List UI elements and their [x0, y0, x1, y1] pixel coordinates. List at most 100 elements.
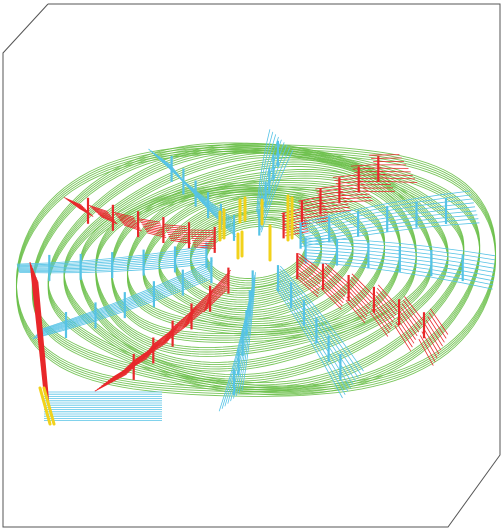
ladder-rung — [203, 198, 219, 210]
ladder-rung — [81, 267, 113, 271]
ladder-rung — [323, 316, 338, 336]
crossing-rung — [341, 193, 370, 197]
ladder-rung — [238, 373, 244, 394]
ladder-rung — [154, 281, 184, 295]
ladder-rung — [336, 254, 369, 259]
ladder-rung — [123, 297, 154, 309]
crossing-rung — [143, 227, 164, 233]
ladder-rung — [144, 266, 176, 271]
ladder-rung — [386, 213, 417, 219]
ladder-rung — [350, 352, 364, 372]
ladder-rung — [174, 250, 207, 256]
crossing-rung — [419, 335, 436, 362]
crossing-rung — [398, 314, 416, 340]
ladder-rung — [388, 220, 418, 226]
crossing-rung — [168, 235, 190, 240]
ladder-rung — [221, 389, 229, 409]
ladder-rung — [277, 277, 292, 295]
ladder-rung — [347, 355, 362, 375]
ladder-rung — [62, 321, 93, 331]
crossing-rung — [94, 210, 113, 219]
ladder-rung — [93, 309, 124, 321]
crossing-rung — [323, 275, 346, 297]
crossing-rung — [427, 316, 445, 343]
crossing-rung — [93, 209, 112, 217]
ladder-rung — [268, 131, 274, 146]
ladder-rung — [111, 254, 144, 259]
ladder-rung — [337, 248, 369, 252]
ladder-rung — [385, 205, 415, 212]
crossing-rung — [383, 177, 416, 180]
crossing-rung — [191, 238, 215, 240]
crossing-rung — [369, 154, 400, 156]
ladder-rung — [368, 240, 401, 244]
crossing-rung — [189, 231, 214, 234]
crossing-rung — [118, 218, 138, 225]
crossing-rung — [184, 302, 210, 325]
ladder-rung — [224, 386, 231, 407]
crossing-rung — [356, 174, 386, 176]
ladder-rung — [94, 308, 124, 319]
crossing-rung — [164, 226, 188, 230]
crossing-rung — [113, 211, 134, 218]
ring-strand — [15, 152, 497, 397]
ladder-rung — [16, 262, 49, 265]
ladder-rung — [155, 275, 185, 289]
crossing-rung — [94, 373, 127, 392]
crossing-rung — [296, 273, 319, 294]
ladder-rung — [368, 260, 400, 266]
crossing-rung — [425, 319, 443, 347]
ladder-rung — [175, 259, 207, 264]
crossing-rung — [193, 246, 216, 249]
ladder-rung — [300, 234, 330, 242]
ladder-rung — [235, 376, 241, 397]
ladder-rung — [143, 254, 175, 260]
ladder-rung — [337, 241, 369, 245]
crossing-rung — [320, 288, 342, 310]
ladder-rung — [241, 371, 246, 391]
crossing-rung — [117, 216, 137, 223]
ladder-rung — [127, 287, 157, 300]
crossing-rung — [347, 290, 369, 313]
crossing-rung — [338, 187, 367, 190]
ladder-rung — [304, 311, 318, 330]
ladder-rung — [94, 306, 125, 318]
ladder-rung — [359, 231, 390, 237]
crossing-rung — [299, 202, 324, 208]
ladder-rung — [331, 378, 343, 399]
crossing-rung — [319, 197, 346, 202]
outer-band-strand — [37, 281, 50, 408]
crossing-rung — [193, 244, 216, 247]
ladder-rung — [431, 261, 463, 268]
ladder-rung — [227, 369, 234, 390]
crossing-rung — [119, 219, 139, 227]
ladder-rung — [269, 190, 276, 205]
ladder-rung — [461, 278, 494, 286]
ladder-rung — [463, 258, 495, 265]
ladder-rung — [367, 267, 400, 273]
ladder-rung — [462, 270, 494, 277]
crossing-rung — [140, 221, 162, 227]
ladder-rung — [400, 250, 432, 255]
crossing-rung — [96, 212, 114, 220]
ladder-rung — [305, 255, 337, 259]
ladder-rung — [444, 202, 474, 207]
ladder-rung — [111, 256, 144, 261]
ladder-rung — [181, 278, 211, 292]
ladder-rung — [124, 295, 154, 308]
ladder-rung — [305, 249, 338, 253]
ladder-rung — [126, 289, 156, 302]
ladder-rung — [336, 257, 369, 262]
crossing-rung — [376, 288, 398, 312]
ladder-rung — [66, 314, 97, 326]
ladder-rung — [80, 263, 112, 266]
ladder-rung — [417, 217, 448, 222]
ring-strand — [47, 151, 465, 392]
crossing-rung — [349, 283, 371, 306]
ladder-rung — [412, 194, 442, 200]
ladder-rung — [152, 288, 182, 301]
crossing-rung — [190, 233, 214, 236]
ladder-rung — [309, 299, 324, 318]
crossing-rung — [359, 180, 390, 183]
